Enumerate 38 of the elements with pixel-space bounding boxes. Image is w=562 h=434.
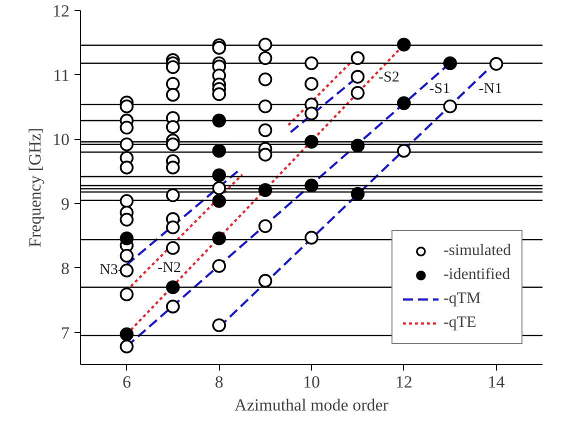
point [212,231,226,246]
point [120,231,134,246]
annotation: -N1 [478,81,502,98]
x-axis-title: Azimuthal mode order [234,396,389,414]
x-tick-label: 14 [488,372,506,392]
legend-label: -qTE [443,314,476,332]
point [350,187,365,201]
x-tick-label: 10 [303,372,320,392]
y-tick-label: 9 [61,194,70,214]
legend-label: -qTM [443,290,481,308]
annotation: -S1 [429,81,450,98]
annotation: -S2 [378,69,400,86]
point [304,134,318,149]
point [443,56,457,70]
point [304,178,318,192]
point [212,114,226,128]
point [258,183,272,197]
x-tick-label: 8 [214,372,224,392]
point [212,194,226,208]
x-tick-label: 12 [395,372,412,392]
annotation: -N2 [158,260,181,276]
x-tick-label: 6 [122,372,131,392]
point [212,144,226,158]
legend-label: -identified [443,266,510,284]
y-axis-title: Frequency [GHz] [26,128,44,248]
point [397,96,411,110]
y-tick-label: 8 [61,258,70,278]
y-tick-label: 12 [52,2,70,20]
point [120,327,134,342]
y-tick-label: 10 [52,130,70,150]
point [166,280,180,294]
legend-label: -simulated [443,242,511,260]
annotation: N3- [100,262,124,278]
point [397,38,411,52]
y-tick-label: 7 [61,323,70,342]
y-tick-label: 11 [53,66,70,85]
point [212,168,226,182]
point [350,138,365,153]
